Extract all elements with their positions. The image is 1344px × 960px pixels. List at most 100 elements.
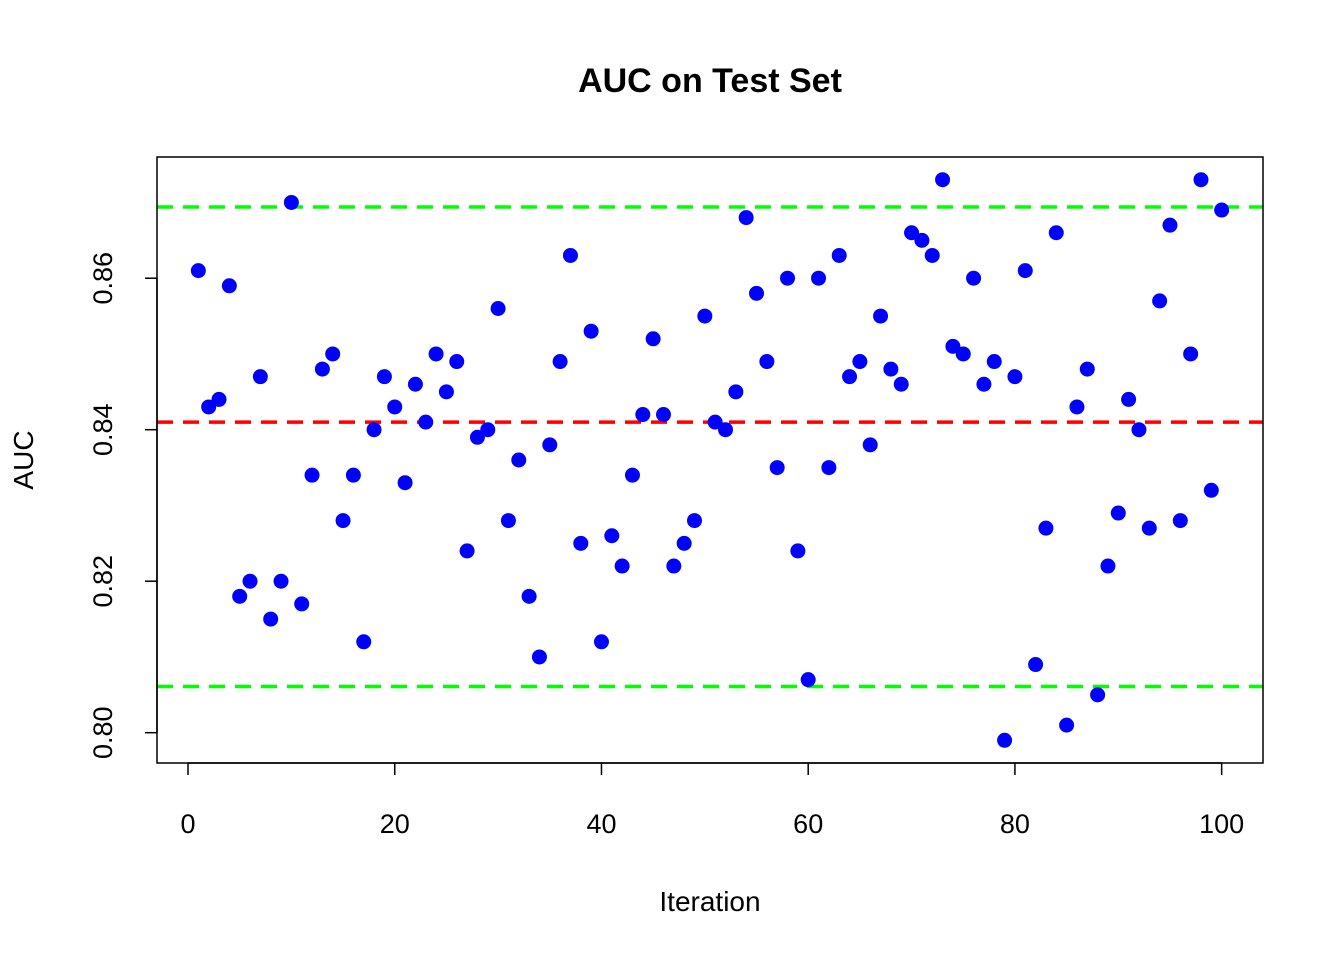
data-point bbox=[759, 354, 775, 370]
data-point bbox=[728, 384, 744, 400]
data-point bbox=[500, 513, 516, 529]
data-point bbox=[531, 649, 547, 665]
data-point bbox=[604, 528, 620, 544]
data-point bbox=[1152, 293, 1168, 309]
data-point bbox=[707, 414, 723, 430]
data-point bbox=[1193, 172, 1209, 188]
data-point bbox=[387, 399, 403, 415]
data-point bbox=[232, 588, 248, 604]
plot-frame bbox=[156, 156, 1264, 764]
data-point bbox=[997, 732, 1013, 748]
data-point bbox=[1100, 558, 1116, 574]
data-point bbox=[842, 369, 858, 385]
data-point bbox=[1121, 391, 1137, 407]
data-point bbox=[749, 285, 765, 301]
data-point bbox=[511, 452, 527, 468]
data-point bbox=[211, 391, 227, 407]
y-axis: 0.80 0.82 0.84 0.86 bbox=[88, 252, 158, 759]
data-point bbox=[314, 361, 330, 377]
data-point bbox=[883, 361, 899, 377]
data-point bbox=[583, 323, 599, 339]
data-point bbox=[1183, 346, 1199, 362]
data-point bbox=[397, 475, 413, 491]
x-tick-label: 40 bbox=[586, 809, 616, 839]
x-axis: 0 20 40 60 80 100 bbox=[180, 762, 1244, 839]
data-point bbox=[666, 558, 682, 574]
data-point bbox=[418, 414, 434, 430]
data-point bbox=[831, 247, 847, 263]
data-point bbox=[1048, 225, 1064, 241]
x-tick-label: 80 bbox=[1000, 809, 1030, 839]
data-point bbox=[955, 346, 971, 362]
data-point bbox=[1028, 657, 1044, 673]
data-point bbox=[221, 278, 237, 294]
x-tick-label: 60 bbox=[793, 809, 823, 839]
data-point bbox=[800, 672, 816, 688]
data-point bbox=[1110, 505, 1126, 521]
data-point bbox=[242, 573, 258, 589]
data-point bbox=[645, 331, 661, 347]
data-point bbox=[976, 376, 992, 392]
data-point bbox=[966, 270, 982, 286]
data-point bbox=[811, 270, 827, 286]
data-point bbox=[521, 588, 537, 604]
y-tick-label: 0.80 bbox=[88, 706, 118, 759]
data-point bbox=[873, 308, 889, 324]
data-point bbox=[769, 460, 785, 476]
y-axis-label: AUC bbox=[8, 430, 39, 489]
data-point bbox=[986, 354, 1002, 370]
data-point bbox=[335, 513, 351, 529]
data-point bbox=[490, 301, 506, 316]
x-tick-label: 100 bbox=[1199, 809, 1244, 839]
data-point bbox=[345, 467, 361, 483]
data-point bbox=[924, 247, 940, 263]
data-point bbox=[1203, 482, 1219, 498]
data-point bbox=[428, 346, 444, 362]
data-point bbox=[283, 194, 299, 210]
data-point bbox=[356, 634, 372, 650]
data-point bbox=[790, 543, 806, 559]
data-point bbox=[738, 210, 754, 226]
data-point bbox=[201, 399, 217, 415]
y-tick-label: 0.84 bbox=[88, 403, 118, 456]
data-point bbox=[697, 308, 713, 324]
data-point bbox=[655, 407, 671, 423]
data-point bbox=[1131, 422, 1147, 438]
data-point bbox=[1038, 520, 1054, 536]
data-point bbox=[1079, 361, 1095, 377]
data-point bbox=[376, 369, 392, 385]
data-point bbox=[1007, 369, 1023, 385]
data-point bbox=[459, 543, 475, 559]
data-point bbox=[852, 354, 868, 370]
data-point bbox=[893, 376, 909, 392]
data-point bbox=[449, 354, 465, 370]
data-point bbox=[480, 422, 496, 438]
data-point bbox=[821, 460, 837, 476]
data-point bbox=[676, 535, 692, 551]
data-point bbox=[273, 573, 289, 589]
data-point bbox=[552, 354, 568, 370]
data-point bbox=[614, 558, 630, 574]
data-point bbox=[635, 407, 651, 423]
data-point bbox=[1059, 717, 1075, 733]
x-axis-label: Iteration bbox=[659, 886, 760, 917]
data-point bbox=[780, 270, 796, 286]
data-point bbox=[914, 232, 930, 248]
data-points bbox=[190, 172, 1230, 748]
data-point bbox=[573, 535, 589, 551]
reference-lines bbox=[157, 205, 1263, 689]
data-point bbox=[1141, 520, 1157, 536]
data-point bbox=[935, 172, 951, 188]
data-point bbox=[1172, 513, 1188, 529]
data-point bbox=[263, 611, 279, 627]
data-point bbox=[542, 437, 558, 453]
data-point bbox=[593, 634, 609, 650]
data-point bbox=[562, 247, 578, 263]
data-point bbox=[904, 225, 920, 241]
data-point bbox=[294, 596, 310, 612]
data-point bbox=[945, 338, 961, 354]
data-point bbox=[190, 263, 206, 279]
data-point bbox=[862, 437, 878, 453]
chart-title: AUC on Test Set bbox=[578, 62, 842, 100]
